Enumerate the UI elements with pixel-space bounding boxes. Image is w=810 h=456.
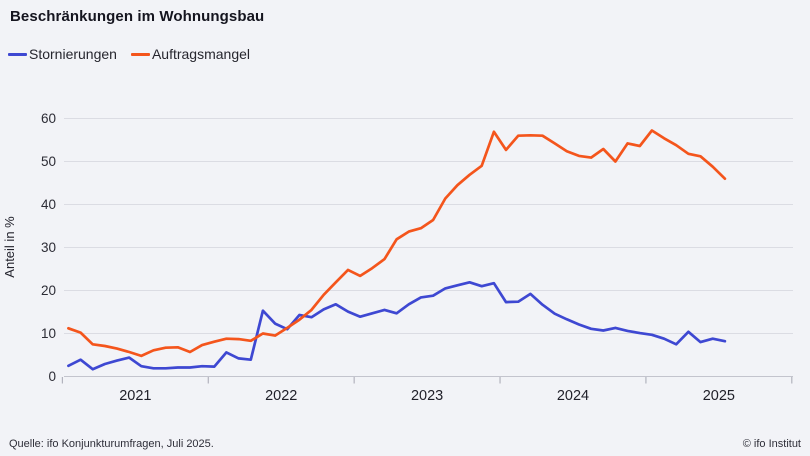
legend-item-auftragsmangel: Auftragsmangel [130,46,251,62]
x-tick-label-2024: 2024 [557,388,589,404]
series-line-stornierungen[interactable] [67,280,727,371]
legend-label: Auftragsmangel [151,46,251,62]
y-tick-label-0: 0 [48,369,56,384]
chart-footer: Quelle: ifo Konjunkturumfragen, Juli 202… [0,438,810,450]
x-tick-label-2025: 2025 [703,388,735,404]
y-tick-label-60: 60 [41,111,56,126]
copyright-note: © ifo Institut [742,438,801,450]
y-axis-title: Anteil in % [2,216,17,278]
x-tick-label-2022: 2022 [265,388,297,404]
source-note: Quelle: ifo Konjunkturumfragen, Juli 202… [9,438,214,450]
x-tick-label-2021: 2021 [119,388,151,404]
y-tick-label-20: 20 [41,283,56,298]
series-line-auftragsmangel[interactable] [67,129,727,358]
legend-item-stornierungen: Stornierungen [8,46,117,62]
legend-label: Stornierungen [29,46,117,62]
x-tick-label-2023: 2023 [411,388,443,404]
y-tick-label-40: 40 [41,197,56,212]
chart-title: Beschränkungen im Wohnungsbau [10,8,265,25]
auftragsmangel-line-swatch [130,52,150,56]
y-tick-label-30: 30 [41,240,56,255]
stornierungen-line-swatch [8,52,27,56]
y-tick-label-50: 50 [41,154,56,169]
legend: Stornierungen Auftragsmangel [8,46,250,62]
y-tick-label-10: 10 [41,326,56,341]
